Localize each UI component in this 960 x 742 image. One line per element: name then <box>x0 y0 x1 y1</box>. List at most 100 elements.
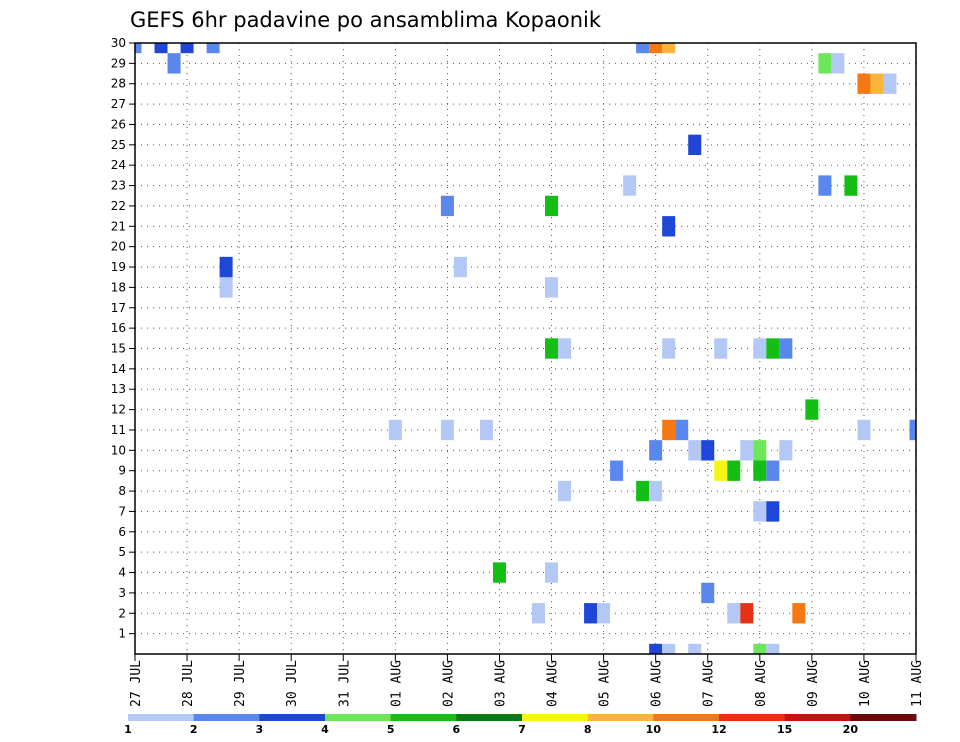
data-cell <box>818 175 832 196</box>
x-tick-label: 02 AUG <box>441 660 456 707</box>
colorbar-segment <box>522 714 589 721</box>
data-cell <box>662 43 676 54</box>
colorbar-label: 15 <box>777 723 792 736</box>
y-tick-label: 14 <box>111 362 126 376</box>
data-cell <box>167 53 181 74</box>
colorbar: 1 2 3 4 5 6 7 8 10 12 15 20 <box>124 714 917 736</box>
x-tick-label: 11 AUG <box>910 660 925 707</box>
x-tick-label: 01 AUG <box>389 660 404 707</box>
y-tick-label: 22 <box>111 199 126 213</box>
x-tick-label: 30 JUL <box>285 660 300 707</box>
data-cell <box>753 501 767 522</box>
data-cell <box>740 440 754 461</box>
colorbar-label: 8 <box>584 723 592 736</box>
y-tick-label: 2 <box>118 606 126 620</box>
y-tick-label: 23 <box>111 179 126 193</box>
y-tick-label: 19 <box>111 260 126 274</box>
data-cell <box>545 562 559 583</box>
colorbar-segment <box>653 714 720 721</box>
data-cell <box>649 440 663 461</box>
data-cell <box>180 43 194 54</box>
colorbar-segment <box>456 714 523 721</box>
data-cell <box>870 73 884 94</box>
colorbar-segment <box>850 714 917 721</box>
colorbar-segment <box>390 714 457 721</box>
data-cell <box>831 53 845 74</box>
y-tick-label: 25 <box>111 138 126 152</box>
data-cell <box>753 338 767 359</box>
colorbar-segment <box>193 714 260 721</box>
data-cell <box>662 216 676 237</box>
colorbar-segment <box>587 714 654 721</box>
data-cell <box>714 338 728 359</box>
x-tick-label: 03 AUG <box>493 660 508 707</box>
data-cell <box>883 73 897 94</box>
y-tick-label: 4 <box>118 566 126 580</box>
data-cell <box>766 643 780 654</box>
y-tick-label: 5 <box>118 545 126 559</box>
colorbar-segment <box>719 714 786 721</box>
data-cell <box>688 134 702 156</box>
y-tick-label: 8 <box>118 484 126 498</box>
data-cell <box>727 603 741 624</box>
colorbar-label: 6 <box>453 723 461 736</box>
colorbar-label: 2 <box>190 723 198 736</box>
data-cell <box>492 562 506 583</box>
colorbar-segment <box>128 714 195 721</box>
data-cell <box>766 338 780 359</box>
x-tick-label: 07 AUG <box>702 660 717 707</box>
colorbar-label: 12 <box>711 723 726 736</box>
data-cell <box>675 419 689 441</box>
data-cell <box>649 643 663 654</box>
y-tick-label: 10 <box>111 443 126 457</box>
x-tick-label: 09 AUG <box>806 660 821 707</box>
data-cell <box>219 277 233 298</box>
data-cell <box>805 399 819 420</box>
colorbar-label: 1 <box>124 723 132 736</box>
data-cell <box>662 419 676 441</box>
data-cell <box>636 43 650 54</box>
y-tick-label: 29 <box>111 56 126 70</box>
y-tick-label: 28 <box>111 77 126 91</box>
data-cell <box>909 419 916 441</box>
y-tick-label: 30 <box>111 36 126 50</box>
data-cell <box>753 643 767 654</box>
data-cell <box>440 419 454 441</box>
data-cell <box>597 603 611 624</box>
x-tick-label: 28 JUL <box>181 660 196 707</box>
y-tick-label: 15 <box>111 342 126 356</box>
y-tick-label: 20 <box>111 240 126 254</box>
data-cell <box>545 338 559 359</box>
data-cell <box>779 440 793 461</box>
data-cell <box>558 480 572 502</box>
data-cell <box>766 501 780 522</box>
chart-title: GEFS 6hr padavine po ansamblima Kopaonik <box>130 8 602 32</box>
x-tick-label: 10 AUG <box>858 660 873 707</box>
y-tick-label: 21 <box>111 219 126 233</box>
y-tick-label: 17 <box>111 301 126 315</box>
data-cell <box>154 43 168 54</box>
data-cell <box>779 338 793 359</box>
colorbar-label: 5 <box>387 723 395 736</box>
colorbar-label: 10 <box>646 723 662 736</box>
colorbar-label: 20 <box>843 723 859 736</box>
data-cell <box>753 440 767 461</box>
data-cell <box>818 53 832 74</box>
data-cells <box>135 43 916 654</box>
data-cell <box>727 460 741 481</box>
data-cell <box>844 175 858 196</box>
data-cell <box>532 603 546 624</box>
x-tick-label: 08 AUG <box>754 660 769 707</box>
colorbar-segment <box>784 714 851 721</box>
data-cell <box>388 419 402 441</box>
colorbar-label: 4 <box>321 723 329 736</box>
data-cell <box>662 338 676 359</box>
data-cell <box>688 643 702 654</box>
colorbar-segment <box>259 714 326 721</box>
data-cell <box>766 460 780 481</box>
y-tick-label: 3 <box>118 586 126 600</box>
data-cell <box>479 419 493 441</box>
data-cell <box>206 43 220 54</box>
data-cell <box>135 43 142 54</box>
